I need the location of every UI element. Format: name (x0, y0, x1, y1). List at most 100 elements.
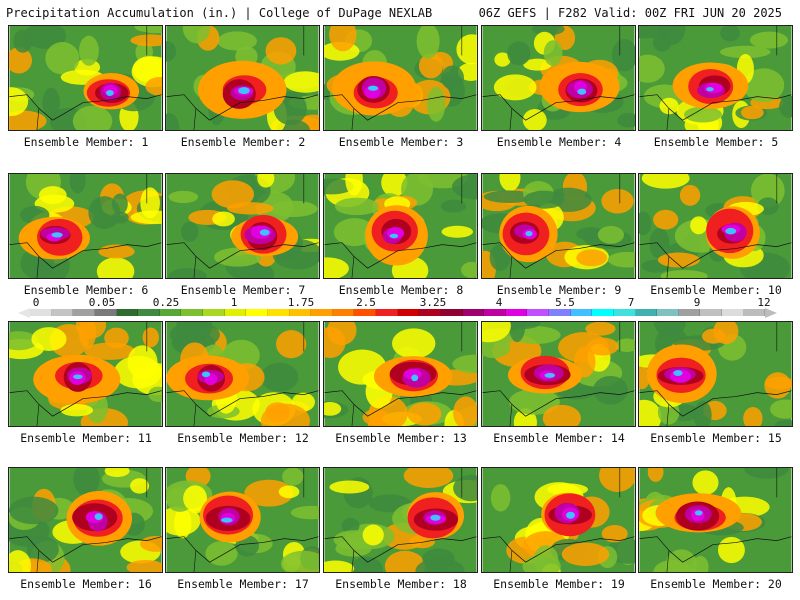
precip-map (9, 468, 162, 572)
legend-tick-label: 1.75 (287, 296, 315, 309)
ensemble-map-panel[interactable] (323, 467, 478, 573)
legend-color-cell (311, 309, 333, 316)
ensemble-map-panel[interactable] (638, 173, 793, 279)
legend-color-cell (613, 309, 636, 316)
legend-color-cell (181, 309, 203, 316)
legend-color-cell (419, 309, 441, 316)
legend-color-bar (30, 309, 766, 316)
ensemble-map-panel[interactable] (481, 25, 636, 131)
legend-color-cell (116, 309, 139, 316)
precip-map (639, 174, 792, 278)
legend-color-cell (440, 309, 463, 316)
legend-color-cell (289, 309, 312, 316)
member-label: Ensemble Member: 4 (496, 135, 622, 149)
precip-map (482, 26, 635, 130)
member-label: Ensemble Member: 18 (335, 577, 467, 591)
map-title: Precipitation Accumulation (in.) | Colle… (6, 6, 433, 20)
run-info: 06Z GEFS | F282 Valid: 00Z FRI JUN 20 20… (478, 6, 782, 20)
ensemble-map-panel[interactable] (8, 173, 163, 279)
legend-color-cell (635, 309, 658, 316)
ensemble-map-panel[interactable] (481, 173, 636, 279)
legend-color-cell (570, 309, 593, 316)
legend-color-cell (73, 309, 95, 316)
precip-map (324, 174, 477, 278)
member-label: Ensemble Member: 6 (23, 283, 149, 297)
precip-map (166, 26, 319, 130)
legend-tick-label: 4 (495, 296, 503, 309)
member-label: Ensemble Member: 14 (493, 431, 625, 445)
ensemble-map-panel[interactable] (323, 173, 478, 279)
precip-map (9, 174, 162, 278)
ensemble-map-panel[interactable] (638, 25, 793, 131)
ensemble-map-panel[interactable] (165, 25, 320, 131)
member-label: Ensemble Member: 10 (650, 283, 782, 297)
legend-color-cell (484, 309, 506, 316)
ensemble-map-panel[interactable] (165, 321, 320, 427)
legend-color-cell (94, 309, 117, 316)
legend-color-cell (267, 309, 290, 316)
legend-color-cell (246, 309, 268, 316)
precip-map (324, 322, 477, 426)
ensemble-map-panel[interactable] (481, 321, 636, 427)
member-label: Ensemble Member: 15 (650, 431, 782, 445)
legend-color-cell (462, 309, 485, 316)
member-label: Ensemble Member: 12 (177, 431, 309, 445)
legend-tick-label: 0 (32, 296, 40, 309)
legend-tick-label: 2.5 (356, 296, 376, 309)
legend-color-cell (527, 309, 549, 316)
legend-color-cell (678, 309, 701, 316)
legend-color-cell (592, 309, 614, 316)
legend-color-cell (657, 309, 679, 316)
legend-color-cell (722, 309, 744, 316)
member-label: Ensemble Member: 7 (180, 283, 306, 297)
legend-tick-label: 0.05 (88, 296, 116, 309)
legend-color-cell (203, 309, 225, 316)
precip-map (9, 322, 162, 426)
member-label: Ensemble Member: 2 (180, 135, 306, 149)
legend-color-cell (549, 309, 571, 316)
ensemble-map-panel[interactable] (8, 25, 163, 131)
legend-color-cell (159, 309, 182, 316)
member-label: Ensemble Member: 9 (496, 283, 622, 297)
header: Precipitation Accumulation (in.) | Colle… (0, 0, 800, 24)
legend-color-cell (224, 309, 247, 316)
ensemble-map-panel[interactable] (323, 321, 478, 427)
precip-map (324, 468, 477, 572)
ensemble-map-panel[interactable] (481, 467, 636, 573)
ensemble-map-panel[interactable] (323, 25, 478, 131)
legend-color-cell (376, 309, 398, 316)
member-label: Ensemble Member: 16 (20, 577, 152, 591)
precip-map (482, 468, 635, 572)
legend-color-cell (332, 309, 355, 316)
ensemble-map-panel[interactable] (8, 467, 163, 573)
legend-tick-label: 3.25 (419, 296, 447, 309)
ensemble-map-panel[interactable] (638, 467, 793, 573)
precip-map (639, 26, 792, 130)
legend-color-cell (51, 309, 74, 316)
legend-color-cell (397, 309, 420, 316)
legend-arrow-right (765, 308, 777, 318)
ensemble-map-panel[interactable] (638, 321, 793, 427)
precip-map (639, 468, 792, 572)
precip-map (9, 26, 162, 130)
member-label: Ensemble Member: 11 (20, 431, 152, 445)
ensemble-map-panel[interactable] (8, 321, 163, 427)
color-scale-legend: 0 0.05 0.25 1 1.75 2.5 3.25 4 5.5 7 9 12 (0, 296, 800, 320)
legend-color-cell (700, 309, 722, 316)
legend-arrow-left (18, 308, 30, 318)
legend-tick-label: 7 (627, 296, 635, 309)
ensemble-map-panel[interactable] (165, 173, 320, 279)
precip-map (482, 322, 635, 426)
member-label: Ensemble Member: 19 (493, 577, 625, 591)
legend-tick-label: 1 (230, 296, 238, 309)
precip-map (324, 26, 477, 130)
member-label: Ensemble Member: 5 (653, 135, 779, 149)
member-label: Ensemble Member: 20 (650, 577, 782, 591)
member-label: Ensemble Member: 17 (177, 577, 309, 591)
member-label: Ensemble Member: 13 (335, 431, 467, 445)
legend-color-cell (743, 309, 766, 316)
member-label: Ensemble Member: 8 (338, 283, 464, 297)
ensemble-map-panel[interactable] (165, 467, 320, 573)
precip-map (639, 322, 792, 426)
legend-color-cell (354, 309, 376, 316)
